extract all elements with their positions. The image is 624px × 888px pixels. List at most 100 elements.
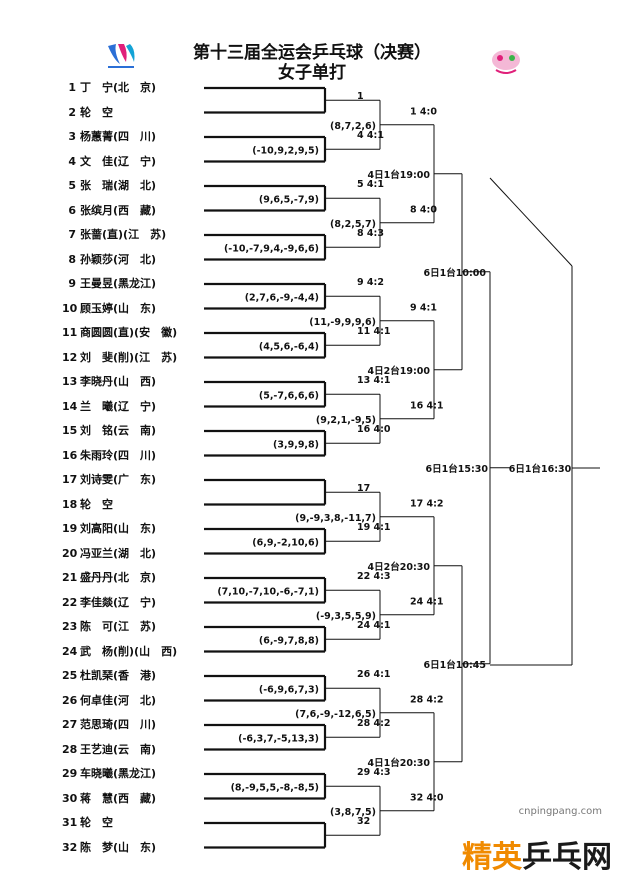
player-name: 陈 可(江 苏) <box>80 620 157 633</box>
player-name: 李晓丹(山 西) <box>80 375 157 388</box>
r1-winner-label: 17 <box>357 483 370 494</box>
player-name: 刘诗雯(广 东) <box>80 473 157 486</box>
player-name: 文 佳(辽 宁) <box>80 154 157 168</box>
r2-winner-label: 1 4:0 <box>410 106 437 117</box>
r2-winner-label: 16 4:1 <box>410 400 444 411</box>
r3-time-label: 4日1台19:00 <box>368 169 431 181</box>
player-seed: 26 <box>62 693 78 707</box>
r1-winner-label: 22 4:3 <box>357 571 391 582</box>
player-entry: 25 杜凯琹(香 港) <box>62 668 156 684</box>
r4-time-label: 6日1台10:00 <box>424 267 487 279</box>
player-seed: 25 <box>62 669 78 682</box>
player-entry: 6 张缤月(西 藏) <box>62 203 156 219</box>
player-seed: 10 <box>62 301 78 315</box>
player-seed: 9 <box>68 277 76 290</box>
player-name: 冯亚兰(湖 北) <box>80 546 157 560</box>
r1-winner-label: 11 4:1 <box>357 326 391 337</box>
player-entry: 22 李佳燚(辽 宁) <box>62 595 156 611</box>
player-seed: 8 <box>68 252 76 266</box>
r2-score-label: (7,6,-9,-12,6,5) <box>295 709 376 720</box>
player-entry: 5 张 瑞(湖 北) <box>62 178 156 194</box>
player-seed: 12 <box>62 350 78 364</box>
player-entry: 1 丁 宁(北 京) <box>62 80 156 96</box>
r1-winner-label: 24 4:1 <box>357 620 391 631</box>
r2-score-label: (9,2,1,-9,5) <box>316 415 376 426</box>
player-seed: 20 <box>62 546 78 560</box>
player-name: 轮 空 <box>80 497 113 511</box>
player-entry: 18 轮 空 <box>62 497 113 513</box>
player-entry: 7 张蔷(直)(江 苏) <box>62 227 166 243</box>
r1-score-label: (3,9,9,8) <box>273 439 319 450</box>
player-name: 顾玉婷(山 东) <box>80 301 157 315</box>
player-seed: 13 <box>62 375 78 388</box>
player-entry: 26 何卓佳(河 北) <box>62 693 156 709</box>
player-name: 张蔷(直)(江 苏) <box>80 228 167 241</box>
player-seed: 11 <box>62 326 78 339</box>
player-name: 孙颖莎(河 北) <box>80 252 157 266</box>
player-name: 兰 曦(辽 宁) <box>80 399 157 413</box>
r1-winner-label: 16 4:0 <box>357 424 391 435</box>
r1-score-label: (-6,3,7,-5,13,3) <box>238 733 319 744</box>
player-entry: 20 冯亚兰(湖 北) <box>62 546 156 562</box>
r1-winner-label: 8 4:3 <box>357 228 384 239</box>
player-seed: 31 <box>62 816 78 829</box>
r2-winner-label: 17 4:2 <box>410 498 444 509</box>
player-name: 王艺迪(云 南) <box>80 742 157 756</box>
r2-score-label: (-9,3,5,5,9) <box>316 611 376 622</box>
r2-winner-label: 9 4:1 <box>410 302 437 313</box>
player-entry: 10 顾玉婷(山 东) <box>62 301 156 317</box>
player-entry: 16 朱雨玲(四 川) <box>62 448 156 464</box>
player-seed: 27 <box>62 718 78 731</box>
player-seed: 32 <box>62 840 78 854</box>
player-seed: 19 <box>62 522 78 535</box>
r1-score-label: (-10,-7,9,4,-9,6,6) <box>224 243 319 254</box>
player-entry: 17 刘诗雯(广 东) <box>62 472 156 488</box>
r1-score-label: (-6,9,6,7,3) <box>259 684 319 695</box>
r1-winner-label: 28 4:2 <box>357 718 391 729</box>
player-entry: 9 王曼昱(黑龙江) <box>62 276 156 292</box>
r1-winner-label: 9 4:2 <box>357 277 384 288</box>
player-seed: 5 <box>68 179 76 192</box>
player-entry: 2 轮 空 <box>62 105 113 121</box>
page-title: 第十三届全运会乒乓球（决赛） <box>193 43 431 63</box>
player-name: 盛丹丹(北 京) <box>80 571 157 584</box>
r1-score-label: (2,7,6,-9,-4,4) <box>245 292 319 303</box>
player-entry: 24 武 杨(削)(山 西) <box>62 644 177 660</box>
player-seed: 28 <box>62 742 78 756</box>
player-name: 李佳燚(辽 宁) <box>80 595 157 609</box>
player-seed: 23 <box>62 620 78 633</box>
player-seed: 7 <box>68 228 76 241</box>
player-entry: 19 刘高阳(山 东) <box>62 521 156 537</box>
player-name: 轮 空 <box>80 105 113 119</box>
r1-winner-label: 19 4:1 <box>357 522 391 533</box>
player-name: 杜凯琹(香 港) <box>80 669 157 682</box>
r3-time-label: 4日1台20:30 <box>368 757 431 769</box>
r1-winner-label: 29 4:3 <box>357 767 391 778</box>
player-name: 朱雨玲(四 川) <box>80 448 157 462</box>
player-seed: 21 <box>62 571 78 584</box>
r1-score-label: (4,5,6,-6,4) <box>259 341 319 352</box>
r2-score-label: (3,8,7,5) <box>330 807 376 818</box>
r2-winner-label: 24 4:1 <box>410 596 444 607</box>
player-seed: 6 <box>68 203 76 217</box>
r3-time-label: 4日2台19:00 <box>368 365 431 377</box>
r1-winner-label: 32 <box>357 816 370 827</box>
player-entry: 28 王艺迪(云 南) <box>62 742 156 758</box>
player-entry: 8 孙颖莎(河 北) <box>62 252 156 268</box>
player-name: 陈 梦(山 东) <box>80 840 157 854</box>
r1-winner-label: 4 4:1 <box>357 130 384 141</box>
player-seed: 16 <box>62 448 78 462</box>
r2-score-label: (8,7,2,6) <box>330 121 376 132</box>
player-name: 何卓佳(河 北) <box>80 693 157 707</box>
r2-winner-label: 28 4:2 <box>410 694 444 705</box>
player-name: 张 瑞(湖 北) <box>80 179 157 192</box>
watermark-logo: 精英乒乓网 <box>462 840 612 875</box>
final-time-label: 6日1台16:30 <box>509 463 572 475</box>
player-name: 张缤月(西 藏) <box>80 203 157 217</box>
player-name: 范思琦(四 川) <box>80 718 157 731</box>
player-entry: 30 蒋 慧(西 藏) <box>62 791 156 807</box>
player-name: 刘 铭(云 南) <box>80 424 157 437</box>
player-entry: 3 杨蕙菁(四 川) <box>62 129 156 145</box>
player-entry: 31 轮 空 <box>62 815 113 831</box>
